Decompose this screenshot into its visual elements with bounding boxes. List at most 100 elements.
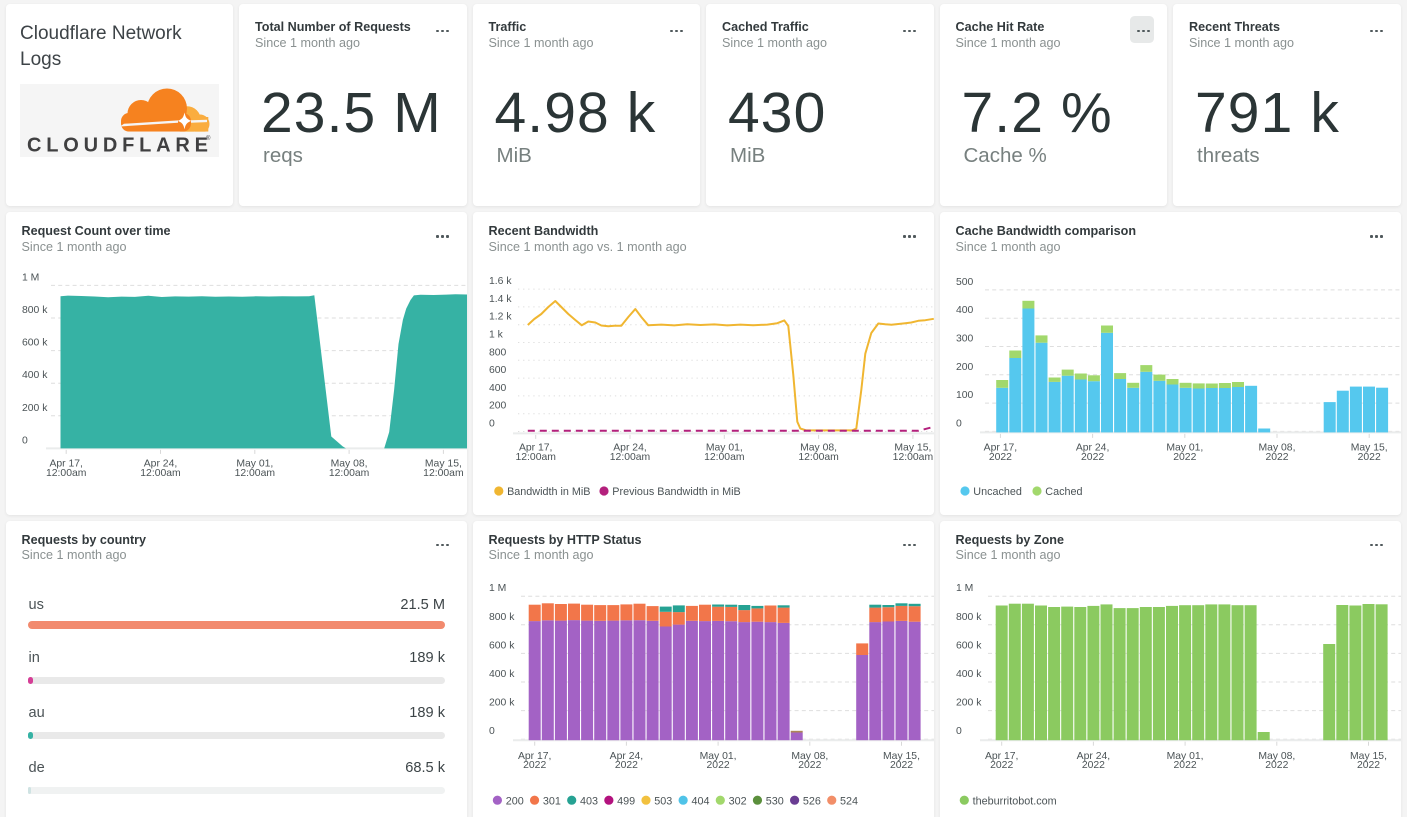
- svg-text:200 k: 200 k: [489, 697, 515, 708]
- svg-text:2022: 2022: [614, 760, 637, 771]
- svg-text:400: 400: [489, 383, 507, 394]
- svg-text:499: 499: [617, 795, 635, 807]
- svg-text:May 15,: May 15,: [1350, 443, 1387, 454]
- svg-text:May 08,: May 08,: [1258, 443, 1295, 454]
- svg-text:2022: 2022: [1356, 760, 1379, 771]
- svg-text:2022: 2022: [990, 760, 1013, 771]
- svg-text:1 M: 1 M: [956, 583, 973, 594]
- svg-text:2022: 2022: [1173, 760, 1196, 771]
- svg-text:2022: 2022: [988, 452, 1011, 463]
- svg-text:200: 200: [505, 795, 523, 807]
- svg-text:Apr 24,: Apr 24,: [143, 459, 177, 470]
- svg-text:600 k: 600 k: [956, 640, 982, 651]
- svg-text:Apr 17,: Apr 17,: [49, 459, 83, 470]
- svg-text:800 k: 800 k: [22, 305, 48, 316]
- svg-text:CLOUDFLARE: CLOUDFLARE: [27, 135, 213, 157]
- svg-text:2022: 2022: [523, 760, 546, 771]
- svg-text:100: 100: [956, 390, 974, 401]
- svg-text:503: 503: [654, 795, 672, 807]
- svg-text:1 k: 1 k: [489, 330, 504, 341]
- svg-text:0: 0: [22, 435, 28, 446]
- svg-text:May 08,: May 08,: [1258, 750, 1295, 761]
- svg-text:200: 200: [956, 362, 974, 373]
- svg-text:Apr 17,: Apr 17,: [518, 443, 552, 454]
- svg-text:®: ®: [206, 135, 211, 142]
- svg-text:600: 600: [489, 365, 507, 376]
- svg-text:May 15,: May 15,: [883, 750, 920, 761]
- svg-text:404: 404: [691, 795, 709, 807]
- svg-text:524: 524: [840, 795, 858, 807]
- svg-text:May 15,: May 15,: [1350, 750, 1387, 761]
- svg-text:Apr 24,: Apr 24,: [613, 443, 647, 454]
- svg-text:Bandwidth in MiB: Bandwidth in MiB: [507, 486, 590, 498]
- svg-text:May 08,: May 08,: [800, 443, 837, 454]
- svg-text:0: 0: [956, 726, 962, 737]
- svg-text:12:00am: 12:00am: [45, 468, 85, 479]
- svg-text:12:00am: 12:00am: [423, 468, 463, 479]
- svg-text:400 k: 400 k: [22, 370, 48, 381]
- svg-text:403: 403: [580, 795, 598, 807]
- svg-text:12:00am: 12:00am: [704, 452, 744, 463]
- svg-text:800 k: 800 k: [956, 611, 982, 622]
- svg-text:200 k: 200 k: [956, 697, 982, 708]
- svg-text:2022: 2022: [706, 760, 729, 771]
- svg-text:400 k: 400 k: [956, 669, 982, 680]
- svg-text:400: 400: [956, 305, 974, 316]
- svg-text:2022: 2022: [889, 760, 912, 771]
- svg-text:Cached: Cached: [1045, 486, 1082, 498]
- svg-text:May 01,: May 01,: [236, 459, 273, 470]
- svg-text:600 k: 600 k: [22, 338, 48, 349]
- svg-text:May 01,: May 01,: [705, 443, 742, 454]
- svg-text:Apr 17,: Apr 17,: [517, 750, 551, 761]
- svg-text:302: 302: [728, 795, 746, 807]
- svg-text:12:00am: 12:00am: [234, 468, 274, 479]
- svg-text:2022: 2022: [1265, 760, 1288, 771]
- svg-text:Apr 24,: Apr 24,: [1076, 750, 1110, 761]
- svg-text:12:00am: 12:00am: [892, 452, 932, 463]
- svg-text:Apr 17,: Apr 17,: [983, 443, 1017, 454]
- svg-text:12:00am: 12:00am: [609, 452, 649, 463]
- svg-text:1 M: 1 M: [489, 583, 506, 594]
- svg-text:301: 301: [542, 795, 560, 807]
- svg-text:2022: 2022: [1265, 452, 1288, 463]
- svg-text:May 01,: May 01,: [699, 750, 736, 761]
- svg-text:530: 530: [765, 795, 783, 807]
- svg-text:1.2 k: 1.2 k: [489, 312, 512, 323]
- svg-text:May 01,: May 01,: [1166, 750, 1203, 761]
- svg-text:1 M: 1 M: [22, 272, 39, 283]
- svg-text:May 08,: May 08,: [330, 459, 367, 470]
- svg-text:Previous Bandwidth in MiB: Previous Bandwidth in MiB: [612, 486, 740, 498]
- svg-text:May 15,: May 15,: [894, 443, 931, 454]
- svg-text:May 15,: May 15,: [424, 459, 461, 470]
- svg-text:12:00am: 12:00am: [798, 452, 838, 463]
- svg-text:600 k: 600 k: [489, 640, 515, 651]
- svg-text:1.6 k: 1.6 k: [489, 276, 512, 287]
- svg-text:May 08,: May 08,: [791, 750, 828, 761]
- svg-text:May 01,: May 01,: [1166, 443, 1203, 454]
- svg-text:Uncached: Uncached: [973, 486, 1022, 498]
- svg-text:1.4 k: 1.4 k: [489, 294, 512, 305]
- svg-text:Apr 24,: Apr 24,: [1075, 443, 1109, 454]
- svg-text:2022: 2022: [1173, 452, 1196, 463]
- svg-text:12:00am: 12:00am: [140, 468, 180, 479]
- svg-text:0: 0: [956, 418, 962, 429]
- svg-text:12:00am: 12:00am: [328, 468, 368, 479]
- svg-text:2022: 2022: [1357, 452, 1380, 463]
- svg-text:200: 200: [489, 401, 507, 412]
- svg-text:400 k: 400 k: [489, 669, 515, 680]
- svg-text:Apr 17,: Apr 17,: [984, 750, 1018, 761]
- svg-text:2022: 2022: [1081, 452, 1104, 463]
- svg-text:526: 526: [802, 795, 820, 807]
- svg-text:theburritobot.com: theburritobot.com: [972, 795, 1056, 807]
- svg-text:0: 0: [489, 726, 495, 737]
- svg-text:0: 0: [489, 419, 495, 430]
- svg-text:200 k: 200 k: [22, 403, 48, 414]
- svg-text:Apr 24,: Apr 24,: [609, 750, 643, 761]
- svg-text:2022: 2022: [1081, 760, 1104, 771]
- svg-text:2022: 2022: [798, 760, 821, 771]
- svg-text:300: 300: [956, 334, 974, 345]
- svg-text:800 k: 800 k: [489, 611, 515, 622]
- svg-text:500: 500: [956, 277, 974, 288]
- svg-text:12:00am: 12:00am: [515, 452, 555, 463]
- svg-text:800: 800: [489, 347, 507, 358]
